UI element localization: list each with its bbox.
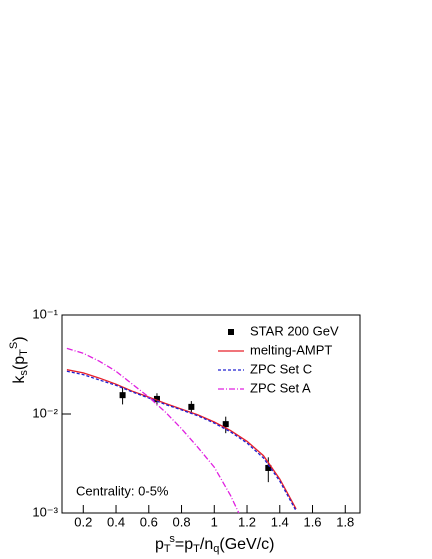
- data-point: [153, 395, 160, 402]
- x-tick-label: 0.6: [140, 514, 158, 529]
- y-axis-label-part: s: [18, 370, 30, 376]
- legend-label: STAR 200 GeV: [250, 323, 339, 338]
- x-tick-label: 1.4: [271, 514, 289, 529]
- y-tick-label: 10⁻¹: [32, 306, 58, 321]
- x-tick-label: 0.2: [74, 514, 92, 529]
- legend-label: melting-AMPT: [250, 342, 332, 357]
- x-tick-label: 0.4: [107, 514, 125, 529]
- y-axis-label-part: T: [18, 349, 30, 356]
- x-tick-label: 1.6: [303, 514, 321, 529]
- x-axis-label-part: s: [169, 533, 175, 545]
- series-line: [66, 370, 297, 512]
- legend-marker: [228, 329, 234, 335]
- x-axis-label: pTs=pT/nq(GeV/c): [155, 533, 274, 555]
- y-axis-label-part: ): [11, 336, 28, 341]
- legend-label: ZPC Set C: [250, 361, 312, 376]
- x-axis-label-part: /n: [200, 536, 213, 553]
- y-axis-label-part: (p: [11, 356, 28, 370]
- x-tick-label: 1.2: [238, 514, 256, 529]
- y-tick-label: 10⁻²: [32, 405, 58, 420]
- y-axis-label-part: S: [8, 342, 20, 349]
- y-axis-label: ks(pTS): [8, 336, 30, 383]
- data-point: [222, 421, 229, 428]
- series-line: [66, 347, 240, 514]
- x-axis-label-part: (GeV/c): [219, 536, 274, 553]
- x-axis-label-part: T: [193, 543, 200, 555]
- y-axis-label-part: k: [11, 375, 28, 384]
- legend-label: ZPC Set A: [250, 380, 311, 395]
- x-axis-label-part: p: [155, 536, 164, 553]
- data-point: [119, 392, 126, 399]
- x-axis-label-part: q: [213, 543, 219, 555]
- y-tick-label: 10⁻³: [32, 504, 58, 519]
- data-point: [188, 403, 195, 410]
- x-tick-label: 1: [211, 514, 218, 529]
- annotation: Centrality: 0-5%: [76, 483, 169, 498]
- data-point: [265, 464, 272, 471]
- series-line: [66, 369, 297, 510]
- x-tick-label: 1.8: [336, 514, 354, 529]
- x-axis-label-part: T: [164, 543, 171, 555]
- x-tick-label: 0.8: [172, 514, 190, 529]
- x-axis-label-part: =p: [175, 536, 193, 553]
